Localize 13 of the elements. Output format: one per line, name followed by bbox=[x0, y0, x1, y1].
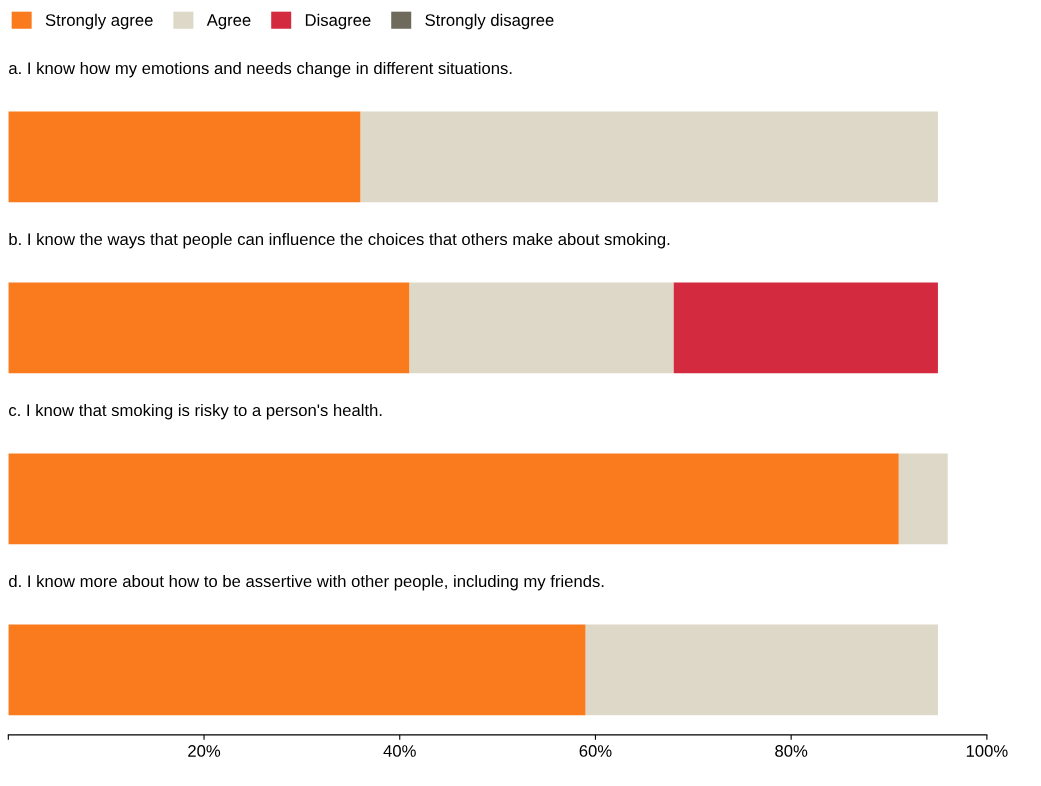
legend-label: Strongly disagree bbox=[425, 13, 554, 30]
x-tick-label: 20% bbox=[188, 745, 221, 757]
legend-label: Strongly agree bbox=[45, 13, 153, 30]
y-tick-label: b. I know the ways that people can influence the choices that others make about smoking. bbox=[9, 232, 670, 249]
x-tick-label: 100% bbox=[966, 745, 1008, 757]
legend-label: Agree bbox=[206, 14, 251, 30]
x-tick-label: 60% bbox=[579, 745, 612, 757]
x-tick-label: 80% bbox=[775, 745, 808, 757]
y-tick-label: a. I know how my emotions and needs change in different situations. bbox=[9, 61, 512, 78]
y-tick-label: d. I know more about how to be assertive with other people, including my friends. bbox=[9, 574, 604, 591]
legend-label: Disagree bbox=[305, 13, 371, 30]
y-tick-label: c. I know that smoking is risky to a person's health. bbox=[9, 403, 382, 420]
x-tick-label: 40% bbox=[383, 745, 416, 757]
